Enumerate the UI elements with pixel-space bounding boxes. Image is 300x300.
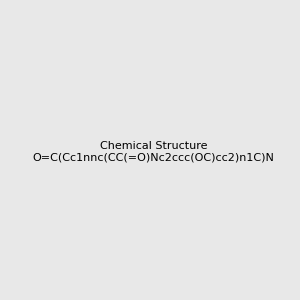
- Text: Chemical Structure
O=C(Cc1nnc(CC(=O)Nc2ccc(OC)cc2)n1C)N: Chemical Structure O=C(Cc1nnc(CC(=O)Nc2c…: [33, 141, 275, 162]
